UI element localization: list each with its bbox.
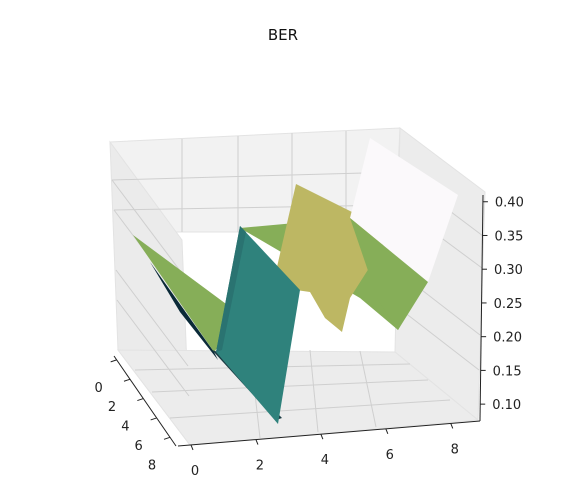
- axes: [113, 194, 484, 447]
- y-tick-label: 8: [148, 458, 156, 473]
- x-tick-label: 0: [191, 464, 199, 479]
- surface-patch-white: [350, 138, 458, 282]
- y-tick-mark: [110, 359, 117, 363]
- tick-marks: [110, 201, 488, 451]
- y-tick-mark: [150, 417, 157, 421]
- x-tick-mark: [190, 444, 194, 451]
- x-tick-label: 8: [451, 442, 459, 457]
- y-tick-label: 2: [108, 400, 116, 415]
- chart-title: BER: [268, 26, 298, 44]
- z-tick-label: 0.25: [494, 297, 523, 312]
- x-tick-label: 6: [386, 448, 394, 463]
- x-tick-mark: [385, 428, 389, 434]
- z-tick-label: 0.35: [494, 229, 523, 244]
- z-axis-line: [479, 194, 484, 422]
- surface-patch-teal-edge: [216, 226, 246, 352]
- z-tick-labels: 0.10 0.15 0.20 0.25 0.30 0.35 0.40: [492, 196, 524, 413]
- x-axis-line: [177, 420, 481, 447]
- z-tick-label: 0.20: [493, 331, 522, 346]
- surface-patch-left-dark: [150, 262, 218, 360]
- surface-patch-left-ridge: [133, 235, 245, 352]
- ber-surface: [133, 138, 458, 424]
- z-tick-label: 0.40: [495, 196, 524, 211]
- y-tick-mark: [123, 378, 131, 382]
- y-tick-label: 6: [135, 439, 143, 454]
- y-tick-label: 4: [121, 420, 129, 435]
- y-tick-mark: [137, 398, 144, 402]
- x-tick-label: 2: [256, 459, 264, 474]
- x-tick-label: 4: [321, 453, 329, 468]
- y-axis-line: [113, 355, 177, 447]
- y-tick-label: 0: [95, 381, 103, 396]
- surface-patch-green-right: [350, 218, 428, 330]
- x-tick-mark: [450, 423, 454, 429]
- z-tick-label: 0.30: [494, 263, 523, 278]
- x-tick-mark: [320, 433, 324, 440]
- x-tick-mark: [255, 439, 259, 445]
- floor-pane: [116, 349, 480, 446]
- z-tick-label: 0.15: [493, 364, 522, 379]
- z-tick-label: 0.10: [492, 398, 521, 413]
- y-tick-mark: [163, 436, 171, 440]
- x-tick-labels: 0 2 4 6 8: [191, 442, 459, 479]
